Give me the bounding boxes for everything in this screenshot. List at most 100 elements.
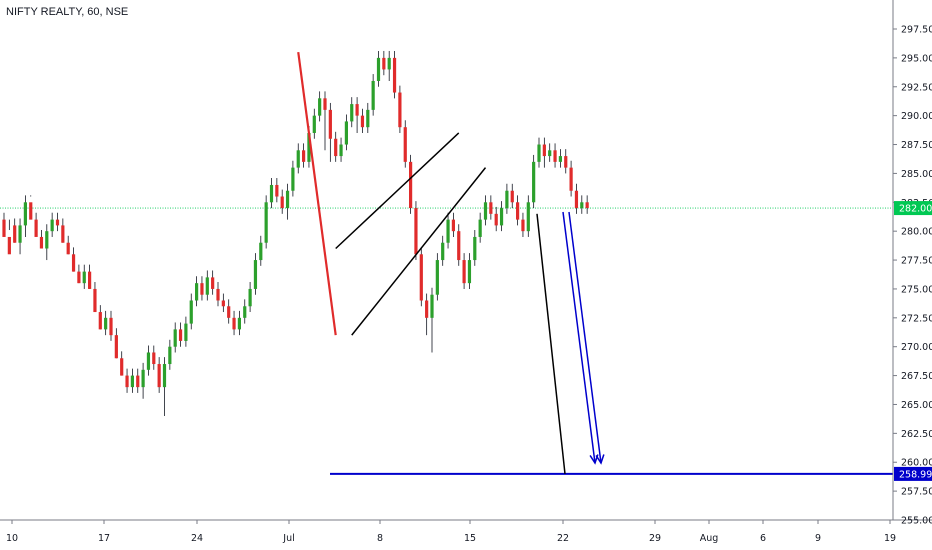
y-tick-label: 265.00 xyxy=(901,400,932,411)
candle-up xyxy=(269,184,274,203)
candle-up xyxy=(376,57,381,81)
impulse-line xyxy=(297,51,337,336)
y-tick-label: 272.50 xyxy=(901,313,932,324)
candle-down xyxy=(216,288,220,301)
y-tick-label: 287.50 xyxy=(901,140,932,151)
candle-down xyxy=(398,92,402,128)
candle-down xyxy=(302,150,306,162)
channel-lower-line xyxy=(351,167,487,336)
candle-up xyxy=(318,98,322,116)
candle-up xyxy=(259,242,263,261)
candle-down xyxy=(409,161,413,209)
candle-up xyxy=(366,109,370,128)
candle-down xyxy=(328,109,332,139)
candle-up xyxy=(339,144,343,157)
candle-down xyxy=(542,144,546,157)
candle-up xyxy=(243,306,247,318)
candle-up xyxy=(18,225,22,243)
candle-down xyxy=(157,364,161,388)
candle-up xyxy=(312,115,316,133)
y-tick-label: 292.50 xyxy=(901,82,932,93)
x-tick-label: Jul xyxy=(282,533,294,544)
candle-down xyxy=(382,57,386,70)
x-tick-label: 24 xyxy=(191,533,203,544)
x-tick-label: 17 xyxy=(98,533,110,544)
candle-down xyxy=(510,190,514,203)
projection-arrow-b-head xyxy=(595,454,605,465)
x-tick-label: Aug xyxy=(700,533,719,544)
candle-down xyxy=(419,254,423,301)
candle-down xyxy=(516,202,520,220)
candle-up xyxy=(446,219,450,243)
candle-up xyxy=(430,294,434,318)
candle-down xyxy=(77,271,81,284)
x-tick-label: 19 xyxy=(884,533,896,544)
candle-up xyxy=(478,219,482,237)
candle-up xyxy=(248,288,252,307)
candle-down xyxy=(334,138,338,157)
candle-up xyxy=(237,317,241,330)
candle-up xyxy=(441,242,445,261)
price-label-text: 282.00 xyxy=(899,204,932,215)
candle-down xyxy=(2,219,6,237)
candle-up xyxy=(173,329,177,347)
candle-down xyxy=(125,375,129,388)
candle-down xyxy=(457,231,461,261)
candle-down xyxy=(152,352,156,365)
x-tick-label: 6 xyxy=(760,533,766,544)
candle-down xyxy=(275,184,279,197)
candle-up xyxy=(253,260,258,289)
candle-up xyxy=(45,231,49,249)
candle-down xyxy=(178,329,183,341)
projection-line xyxy=(536,213,566,474)
candle-down xyxy=(494,213,498,226)
candle-up xyxy=(548,150,552,157)
candle-up xyxy=(473,236,477,261)
candle-up xyxy=(580,202,584,209)
y-tick-label: 255.00 xyxy=(901,516,932,527)
candle-down xyxy=(280,196,284,209)
candle-up xyxy=(483,202,488,220)
candle-down xyxy=(109,317,113,336)
candle-up xyxy=(184,323,188,341)
x-tick-label: 8 xyxy=(377,533,383,544)
candle-up xyxy=(168,346,172,365)
x-tick-label: 9 xyxy=(815,533,821,544)
candle-down xyxy=(114,335,118,359)
candle-up xyxy=(505,190,509,209)
candle-down xyxy=(232,317,236,330)
candle-down xyxy=(39,236,44,249)
candle-up xyxy=(350,104,354,122)
projection-arrow-b xyxy=(568,211,602,464)
candle-up xyxy=(467,260,472,284)
y-tick-label: 277.50 xyxy=(901,256,932,267)
candle-down xyxy=(227,306,231,318)
candle-up xyxy=(104,317,108,330)
candle-up xyxy=(526,202,530,232)
channel-upper-line xyxy=(335,132,460,250)
candle-down xyxy=(403,127,407,162)
candle-down xyxy=(414,208,418,255)
x-tick-label: 15 xyxy=(464,533,476,544)
candle-up xyxy=(499,208,504,226)
y-tick-label: 262.50 xyxy=(901,429,932,440)
candle-up xyxy=(307,132,311,162)
candle-down xyxy=(98,312,102,330)
candle-down xyxy=(93,288,97,313)
candle-down xyxy=(585,202,589,209)
candle-up xyxy=(23,202,27,226)
candle-up xyxy=(532,161,536,203)
candle-up xyxy=(344,121,348,145)
chart-title: NIFTY REALTY, 60, NSE xyxy=(6,6,129,18)
candle-up xyxy=(162,364,167,388)
candle-down xyxy=(489,202,493,214)
candle-up xyxy=(195,283,199,301)
candle-up xyxy=(205,277,209,295)
candle-down xyxy=(29,202,33,220)
candle-up xyxy=(387,57,391,70)
x-tick-label: 29 xyxy=(649,533,661,544)
candle-down xyxy=(55,219,60,226)
y-tick-label: 285.00 xyxy=(901,169,932,180)
